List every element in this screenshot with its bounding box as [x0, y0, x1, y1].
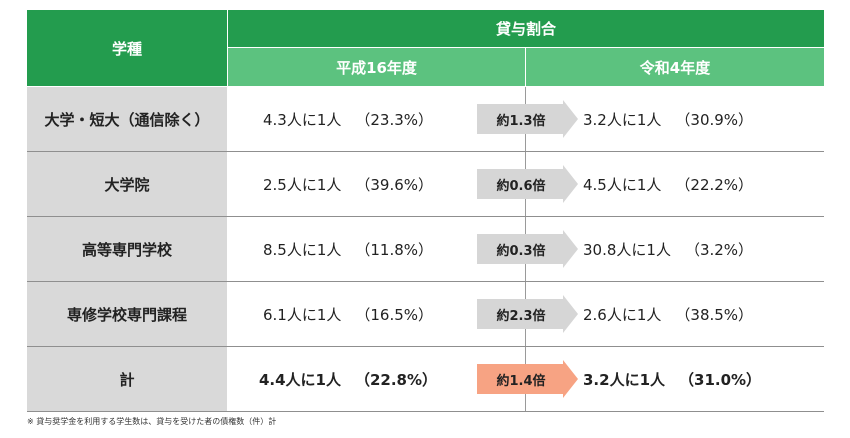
loan-ratio-header: 貸与割合: [228, 10, 824, 47]
ratio-text: 3.2人に1人: [583, 370, 666, 389]
change-multiplier: 約0.6倍: [496, 178, 546, 194]
change-multiplier: 約2.3倍: [496, 308, 546, 324]
arrow-shape-icon: [477, 100, 578, 138]
arrow-shape-icon: [477, 360, 578, 398]
school-type-label: 計: [27, 347, 227, 411]
ratio-text: 6.1人に1人: [262, 305, 342, 324]
reiwa4-value: 3.2人に1人 （30.9%）: [583, 87, 813, 151]
arrow-shape-icon: [477, 230, 578, 268]
ratio-text: 30.8人に1人: [583, 240, 671, 259]
table-row-total: 計 4.4人に1人 （22.8%） 約1.4倍 3.2人に1人 （31.0%）: [27, 347, 824, 412]
reiwa4-value: 3.2人に1人 （31.0%）: [583, 347, 813, 411]
reiwa4-value: 30.8人に1人 （3.2%）: [583, 217, 813, 281]
heisei16-value: 8.5人に1人 （11.8%）: [228, 217, 468, 281]
change-arrow: 約0.6倍: [477, 165, 579, 203]
percent-text: （3.2%）: [684, 240, 754, 259]
reiwa4-header: 令和4年度: [526, 48, 824, 86]
heisei16-value: 4.3人に1人 （23.3%）: [228, 87, 468, 151]
percent-text: （22.2%）: [675, 175, 754, 194]
change-arrow: 約2.3倍: [477, 295, 579, 333]
change-multiplier: 約1.3倍: [496, 113, 546, 129]
table-row: 大学院 2.5人に1人 （39.6%） 約0.6倍 4.5人に1人 （22.2%…: [27, 152, 824, 217]
percent-text: （30.9%）: [675, 110, 754, 129]
change-multiplier: 約0.3倍: [496, 243, 546, 259]
percent-text: （16.5%）: [355, 305, 434, 324]
heisei16-value: 6.1人に1人 （16.5%）: [228, 282, 468, 346]
footnote: ※ 貸与奨学金を利用する学生数は、貸与を受けた者の債権数（件）計: [27, 417, 277, 426]
heisei16-header: 平成16年度: [228, 48, 525, 86]
percent-text: （22.8%）: [354, 370, 438, 389]
change-arrow: 約0.3倍: [477, 230, 579, 268]
arrow-shape-icon: [477, 295, 578, 333]
reiwa4-value: 2.6人に1人 （38.5%）: [583, 282, 813, 346]
school-type-label: 大学院: [27, 152, 227, 216]
change-arrow: 約1.3倍: [477, 100, 579, 138]
percent-text: （38.5%）: [675, 305, 754, 324]
ratio-text: 4.3人に1人: [262, 110, 342, 129]
ratio-text: 2.6人に1人: [583, 305, 662, 324]
ratio-text: 4.4人に1人: [258, 370, 341, 389]
school-type-label: 大学・短大（通信除く）: [27, 87, 227, 151]
percent-text: （11.8%）: [355, 240, 434, 259]
heisei16-value: 4.4人に1人 （22.8%）: [228, 347, 468, 411]
percent-text: （31.0%）: [679, 370, 762, 389]
change-multiplier: 約1.4倍: [496, 373, 546, 389]
ratio-text: 2.5人に1人: [262, 175, 342, 194]
table-row: 大学・短大（通信除く） 4.3人に1人 （23.3%） 約1.3倍 3.2人に1…: [27, 87, 824, 152]
ratio-text: 4.5人に1人: [583, 175, 662, 194]
reiwa4-value: 4.5人に1人 （22.2%）: [583, 152, 813, 216]
change-arrow-highlight: 約1.4倍: [477, 360, 579, 398]
table-row: 高等専門学校 8.5人に1人 （11.8%） 約0.3倍 30.8人に1人 （3…: [27, 217, 824, 282]
school-type-label: 専修学校専門課程: [27, 282, 227, 346]
table-row: 専修学校専門課程 6.1人に1人 （16.5%） 約2.3倍 2.6人に1人 （…: [27, 282, 824, 347]
ratio-text: 3.2人に1人: [583, 110, 662, 129]
percent-text: （39.6%）: [355, 175, 434, 194]
arrow-shape-icon: [477, 165, 578, 203]
ratio-text: 8.5人に1人: [262, 240, 342, 259]
percent-text: （23.3%）: [355, 110, 434, 129]
heisei16-value: 2.5人に1人 （39.6%）: [228, 152, 468, 216]
school-type-label: 高等専門学校: [27, 217, 227, 281]
school-type-header: 学種: [27, 10, 227, 86]
